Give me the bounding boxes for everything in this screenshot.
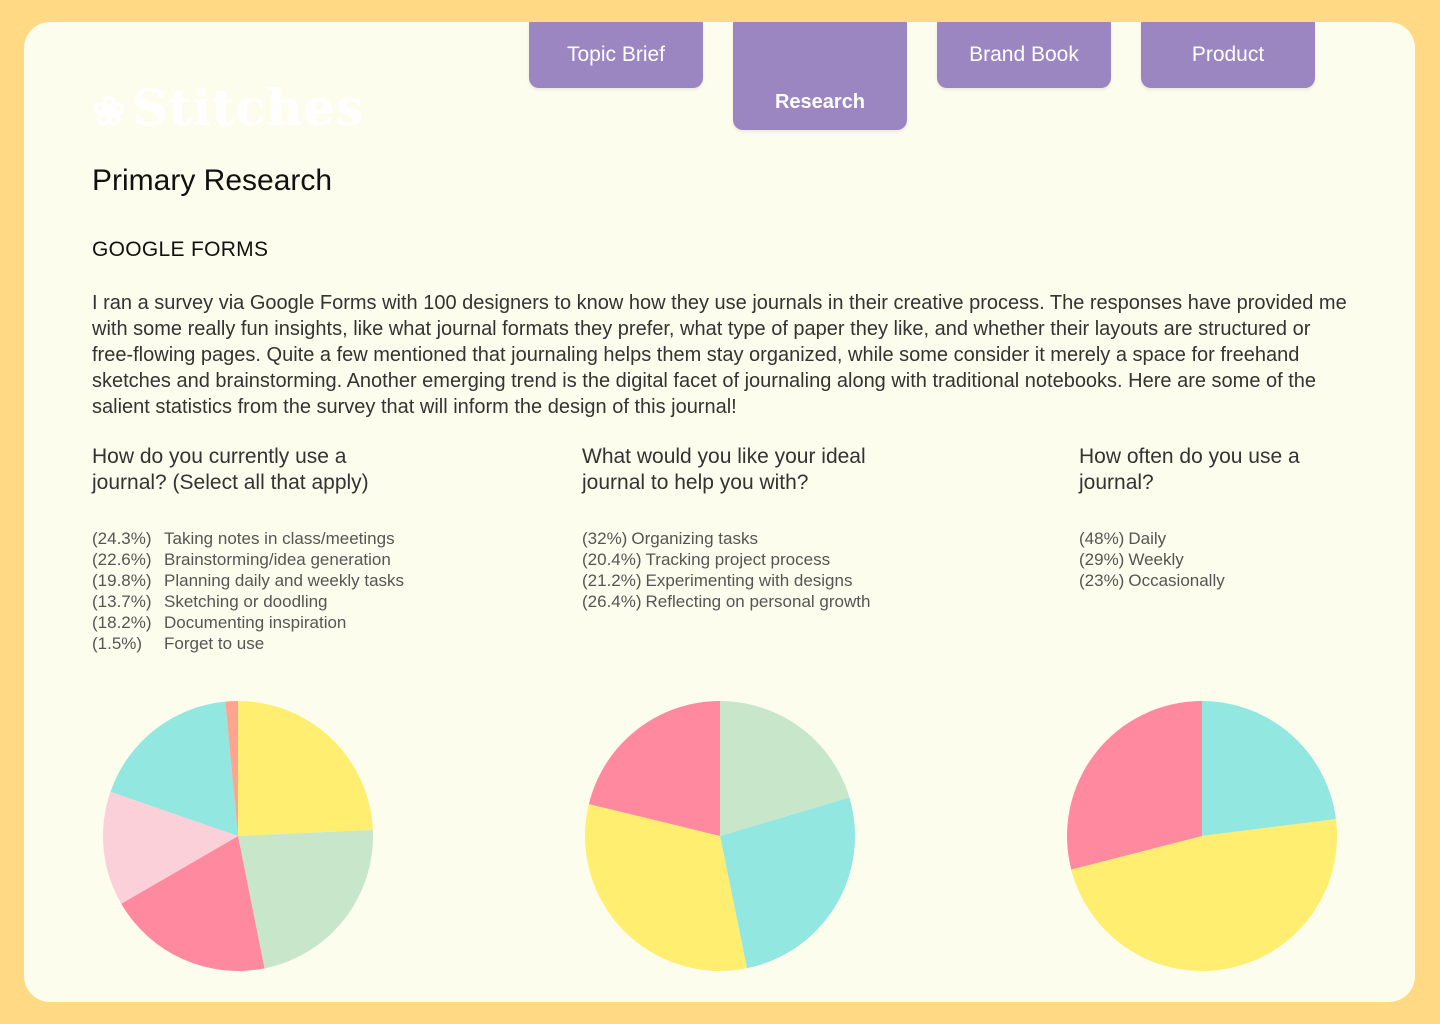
pie-slice-reflecting-on-personal-growth <box>720 797 856 969</box>
answer-list: (24.3%) Taking notes in class/meetings (2… <box>92 528 404 654</box>
answer-list: (32%) Organizing tasks (20.4%) Tracking pr… <box>582 528 870 612</box>
pie-slice-sketching-or-doodling <box>103 791 238 904</box>
answer-item: (21.2%) Experimenting with designs <box>582 571 853 590</box>
pie-chart-usage-frequency <box>1066 701 1338 972</box>
answer-item: (24.3%) Taking notes in class/meetings <box>92 529 395 548</box>
survey-question-1: How do you currently use a journal? (Sel… <box>92 444 404 653</box>
brand-logo[interactable]: ❀ Stitches <box>92 78 364 137</box>
pie-slice-experimenting-with-designs <box>588 701 720 836</box>
pie-slice-documenting-inspiration <box>110 701 238 836</box>
question-title: What would you like your ideal journal t… <box>582 445 866 494</box>
answer-item: (18.2%) Documenting inspiration <box>92 613 347 632</box>
tab-product[interactable]: Product <box>1141 22 1315 88</box>
pie-slice-planning-daily-and-weekly-tasks <box>121 836 265 971</box>
pie-slice-brainstorming-idea-generation <box>238 829 373 969</box>
brand-name: Stitches <box>132 78 365 137</box>
question-title: How do you currently use a journal? (Sel… <box>92 445 369 494</box>
tab-topic-brief[interactable]: Topic Brief <box>529 22 703 88</box>
answer-item: (1.5%) Forget to use <box>92 634 265 653</box>
pie-slice-taking-notes-in-class-meetings <box>238 701 373 836</box>
answer-item: (23%) Occasionally <box>1079 571 1225 590</box>
answer-item: (13.7%) Sketching or doodling <box>92 592 328 611</box>
answer-item: (29%) Weekly <box>1079 550 1184 569</box>
pie-slice-forget-to-use <box>225 701 238 836</box>
survey-question-2: What would you like your ideal journal t… <box>582 444 870 611</box>
pie-chart-ideal-journal <box>584 701 856 971</box>
pie-chart-journal-usage <box>103 701 373 971</box>
answer-item: (32%) Organizing tasks <box>582 529 758 548</box>
answer-item: (22.6%) Brainstorming/idea generation <box>92 550 391 569</box>
section-title: GOOGLE FORMS <box>92 238 269 261</box>
flower-icon: ❀ <box>92 88 127 135</box>
answer-item: (48%) Daily <box>1079 529 1167 548</box>
pie-slice-tracking-project-process <box>720 701 850 836</box>
pie-slice-weekly <box>1066 701 1202 870</box>
tab-research[interactable]: Research <box>733 22 907 130</box>
answer-item: (20.4%) Tracking project process <box>582 550 831 569</box>
content-panel: ❀ Stitches Topic Brief Research Brand Boo… <box>24 22 1415 1002</box>
pie-slice-organizing-tasks <box>584 804 747 971</box>
survey-question-3: How often do you use a journal? (48%) Dai… <box>1079 444 1300 590</box>
pie-slice-daily <box>1071 819 1338 972</box>
answer-item: (26.4%) Reflecting on personal growth <box>582 592 871 611</box>
page-title: Primary Research <box>92 164 333 197</box>
answer-list: (48%) Daily (29%) Weekly (23%) Occasionally <box>1079 528 1225 591</box>
pie-slice-occasionally <box>1202 701 1336 836</box>
intro-paragraph: I ran a survey via Google Forms with 100… <box>92 292 1347 418</box>
tab-brand-book[interactable]: Brand Book <box>937 22 1111 88</box>
question-title: How often do you use a journal? <box>1079 445 1300 494</box>
answer-item: (19.8%) Planning daily and weekly tasks <box>92 571 405 590</box>
